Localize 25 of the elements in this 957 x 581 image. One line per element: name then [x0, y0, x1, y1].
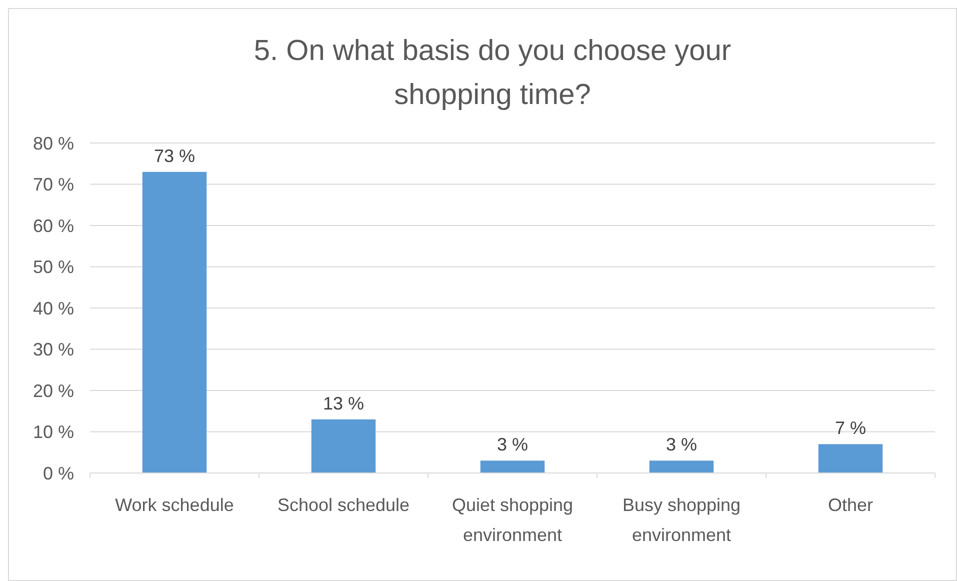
y-tick-label: 60 % — [32, 216, 74, 236]
y-tick-label: 0 % — [42, 463, 74, 484]
bar — [818, 444, 883, 473]
data-label: 73 % — [154, 146, 196, 166]
bar — [311, 419, 376, 473]
bar — [480, 460, 545, 473]
y-tick-label: 20 % — [32, 380, 74, 401]
bar — [649, 460, 714, 473]
x-tick-label: Work schedule — [115, 495, 234, 515]
x-tick-label: School schedule — [277, 495, 410, 515]
y-tick-label: 70 % — [32, 174, 74, 195]
data-label: 3 % — [666, 434, 698, 455]
y-tick-label: 30 % — [32, 340, 74, 360]
data-label: 13 % — [322, 393, 364, 414]
bar — [142, 172, 207, 473]
y-tick-label: 80 % — [32, 133, 74, 154]
y-tick-label: 50 % — [32, 257, 74, 278]
x-tick-label: Other — [828, 495, 874, 515]
x-tick-label: Busy shopping environment — [622, 495, 741, 545]
chart-title: 5. On what basis do you choose your shopping time? — [254, 35, 732, 111]
data-label: 3 % — [496, 434, 528, 455]
x-tick-label: Quiet shopping environment — [452, 495, 574, 545]
y-tick-label: 10 % — [32, 422, 74, 442]
y-tick-label: 40 % — [32, 298, 74, 318]
data-label: 7 % — [834, 418, 866, 438]
